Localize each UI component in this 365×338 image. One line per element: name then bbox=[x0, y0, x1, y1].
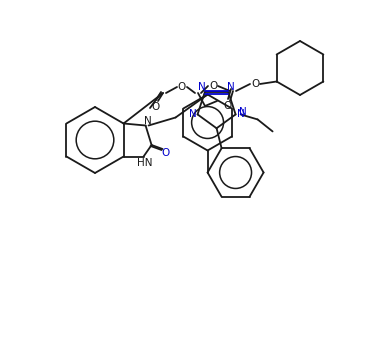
Text: N: N bbox=[227, 82, 235, 92]
Text: N: N bbox=[189, 110, 196, 119]
Text: N: N bbox=[237, 110, 245, 119]
Text: O: O bbox=[151, 102, 159, 112]
Text: O: O bbox=[161, 148, 170, 158]
Text: N: N bbox=[144, 116, 151, 125]
Text: O: O bbox=[178, 82, 186, 92]
Text: N: N bbox=[239, 107, 246, 117]
Text: O: O bbox=[209, 81, 217, 91]
Text: N: N bbox=[198, 82, 206, 92]
Text: O: O bbox=[224, 101, 232, 111]
Text: O: O bbox=[251, 79, 259, 89]
Text: HN: HN bbox=[137, 159, 152, 169]
